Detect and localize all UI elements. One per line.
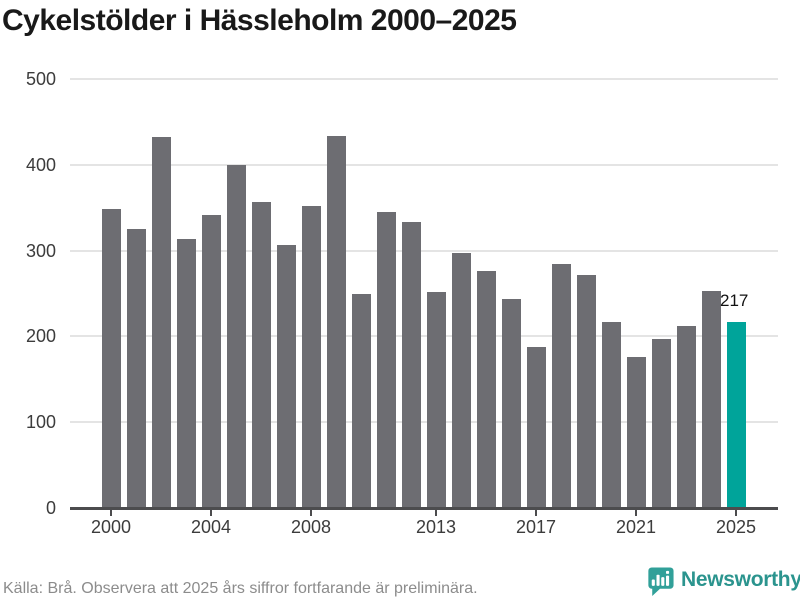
bar-2002 (151, 137, 171, 508)
bar-2000 (101, 208, 121, 508)
bar-2004 (201, 214, 221, 508)
y-tick-label-500: 500 (25, 69, 56, 89)
bar-value-label-2025: 217 (720, 291, 749, 310)
x-tick-label-2000: 2000 (90, 517, 132, 537)
bar-2021 (626, 356, 646, 508)
y-tick-label-100: 100 (25, 412, 56, 433)
bar-2008 (301, 205, 321, 508)
x-tick-label-2013: 2013 (415, 517, 457, 537)
x-tick-2025 (735, 510, 737, 516)
x-tick-label-2021: 2021 (615, 517, 657, 537)
x-tick-2000 (110, 510, 112, 516)
gridline-100 (70, 421, 778, 424)
bar-2006 (251, 201, 271, 508)
bar-2012 (401, 222, 421, 508)
bar-2017 (526, 346, 546, 508)
x-tick-label-2025: 2025 (715, 517, 757, 537)
bar-2014 (451, 253, 471, 508)
newsworthy-wordmark: Newsworthy (681, 568, 800, 591)
y-tick-label-400: 400 (25, 154, 56, 175)
y-tick-label-0: 0 (45, 498, 56, 518)
bar-2009 (326, 136, 346, 508)
bar-2020 (601, 321, 621, 508)
bar-2018 (551, 264, 571, 508)
newsworthy-logo: Newsworthy (644, 564, 800, 598)
source-note: Källa: Brå. Observera att 2025 års siffr… (3, 580, 478, 597)
gridline-500 (70, 78, 778, 80)
gridline-200 (70, 335, 778, 338)
bar-2011 (376, 211, 396, 508)
bar-2007 (276, 245, 296, 508)
x-tick-2004 (210, 510, 212, 516)
x-tick-2017 (535, 510, 537, 516)
x-tick-2021 (635, 510, 637, 516)
x-tick-label-2017: 2017 (515, 517, 557, 537)
bar-2005 (226, 164, 246, 508)
plot-area: 0 100 200 300 400 500 2000 2004 2008 2013 2017 2021… (25, 69, 778, 537)
bar-2015 (476, 271, 496, 508)
bar-2023 (676, 326, 696, 508)
newsworthy-chart-bubble-icon (648, 567, 674, 597)
x-tick-2013 (435, 510, 437, 516)
bar-2013 (426, 291, 446, 508)
chart-title: Cykelstölder i Hässleholm 2000–2025 (2, 4, 517, 37)
bar-2003 (176, 239, 196, 508)
x-tick-2008 (310, 510, 312, 516)
bar-2025 (726, 321, 746, 508)
x-tick-label-2004: 2004 (190, 517, 232, 537)
y-tick-label-300: 300 (25, 240, 56, 261)
bar-2019 (576, 274, 596, 508)
bar-2016 (501, 298, 521, 508)
gridline-400 (70, 163, 778, 166)
gridline-300 (70, 249, 778, 252)
bar-2010 (351, 294, 371, 508)
y-tick-label-200: 200 (25, 326, 56, 347)
bar-2001 (126, 229, 146, 508)
bar-2024 (701, 290, 721, 508)
x-tick-label-2008: 2008 (290, 517, 332, 537)
bar-2022 (651, 338, 671, 508)
x-axis-line (70, 507, 778, 510)
